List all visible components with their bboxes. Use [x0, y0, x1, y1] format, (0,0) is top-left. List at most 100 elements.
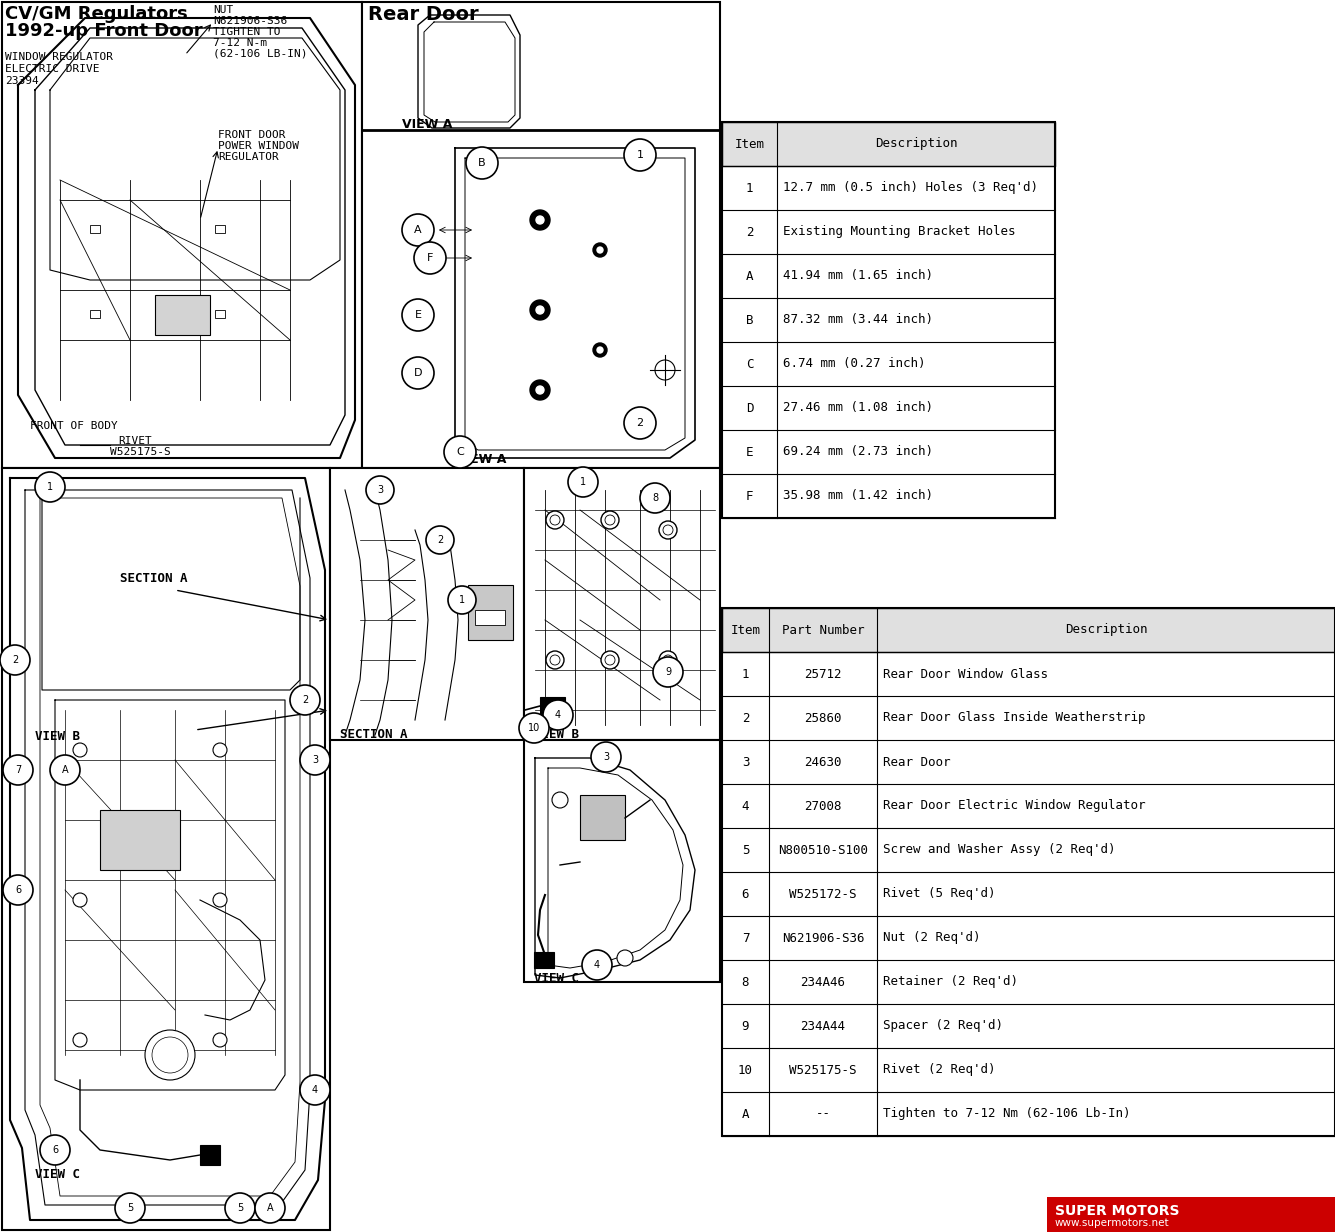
Bar: [722, 828, 1335, 872]
Text: F: F: [427, 253, 433, 262]
Text: W525175-S: W525175-S: [789, 1063, 857, 1077]
Text: 2: 2: [742, 712, 749, 724]
Text: 27008: 27008: [804, 800, 842, 812]
Text: A: A: [746, 270, 753, 282]
Text: VIEW A: VIEW A: [402, 118, 453, 131]
Bar: [722, 740, 1335, 784]
Text: SECTION A: SECTION A: [120, 572, 187, 585]
Circle shape: [530, 301, 550, 320]
Circle shape: [300, 745, 330, 775]
Text: 234A44: 234A44: [801, 1020, 845, 1032]
Circle shape: [35, 472, 65, 501]
Circle shape: [3, 875, 33, 906]
Bar: [722, 386, 1055, 430]
Text: 6: 6: [742, 887, 749, 901]
Circle shape: [550, 655, 559, 665]
Circle shape: [402, 299, 434, 331]
Text: Tighten to 7-12 Nm (62-106 Lb-In): Tighten to 7-12 Nm (62-106 Lb-In): [882, 1108, 1131, 1120]
Text: 1: 1: [459, 595, 465, 605]
Bar: [469, 585, 513, 639]
Text: 25860: 25860: [804, 712, 842, 724]
Bar: [722, 696, 1335, 740]
Text: Rear Door Window Glass: Rear Door Window Glass: [882, 668, 1048, 680]
Circle shape: [659, 650, 677, 669]
Circle shape: [653, 657, 684, 687]
Bar: [722, 122, 1055, 517]
Text: 2: 2: [12, 655, 19, 665]
Circle shape: [445, 436, 477, 468]
Circle shape: [593, 342, 607, 357]
Text: SECTION A: SECTION A: [340, 728, 407, 740]
Circle shape: [543, 700, 573, 731]
Text: A: A: [267, 1202, 274, 1214]
Circle shape: [40, 1135, 69, 1165]
Bar: [1, 468, 330, 1230]
Bar: [722, 872, 1335, 917]
Circle shape: [597, 246, 603, 253]
Text: NUT: NUT: [214, 5, 234, 15]
Text: 12.7 mm (0.5 inch) Holes (3 Req'd): 12.7 mm (0.5 inch) Holes (3 Req'd): [784, 181, 1039, 195]
Circle shape: [300, 1076, 330, 1105]
Bar: [89, 310, 100, 318]
Text: B: B: [746, 313, 753, 326]
Text: 3: 3: [603, 752, 609, 763]
Text: VIEW C: VIEW C: [534, 972, 579, 986]
Text: 24630: 24630: [804, 755, 842, 769]
Circle shape: [639, 483, 670, 513]
Bar: [330, 468, 525, 740]
Bar: [722, 209, 1055, 254]
Circle shape: [255, 1193, 284, 1223]
Text: 35.98 mm (1.42 inch): 35.98 mm (1.42 inch): [784, 489, 933, 503]
Circle shape: [535, 386, 543, 394]
Circle shape: [663, 655, 673, 665]
Bar: [362, 2, 720, 468]
Circle shape: [605, 655, 615, 665]
Circle shape: [591, 742, 621, 772]
Text: 6: 6: [15, 885, 21, 894]
Bar: [579, 795, 625, 840]
Text: SUPER MOTORS: SUPER MOTORS: [1055, 1204, 1180, 1218]
Text: 6: 6: [52, 1145, 57, 1156]
Circle shape: [0, 646, 29, 675]
Bar: [722, 1004, 1335, 1048]
Text: Retainer (2 Req'd): Retainer (2 Req'd): [882, 976, 1019, 988]
Text: 1: 1: [742, 668, 749, 680]
Text: 69.24 mm (2.73 inch): 69.24 mm (2.73 inch): [784, 446, 933, 458]
Bar: [722, 254, 1055, 298]
Bar: [1047, 1198, 1335, 1232]
Bar: [155, 294, 210, 335]
Text: FRONT DOOR: FRONT DOOR: [218, 131, 286, 140]
Text: 3: 3: [742, 755, 749, 769]
Bar: [722, 298, 1055, 342]
Bar: [722, 784, 1335, 828]
Text: POWER WINDOW: POWER WINDOW: [218, 140, 299, 152]
Circle shape: [214, 893, 227, 907]
Bar: [200, 1145, 220, 1165]
Circle shape: [519, 713, 549, 743]
Text: Description: Description: [1065, 623, 1147, 637]
Bar: [215, 225, 226, 233]
Text: 4: 4: [555, 710, 561, 719]
Circle shape: [546, 511, 563, 529]
Text: 8: 8: [742, 976, 749, 988]
Text: 10: 10: [738, 1063, 753, 1077]
Text: Spacer (2 Req'd): Spacer (2 Req'd): [882, 1020, 1003, 1032]
Text: 1: 1: [637, 150, 643, 160]
Circle shape: [115, 1193, 146, 1223]
Text: 41.94 mm (1.65 inch): 41.94 mm (1.65 inch): [784, 270, 933, 282]
Text: A: A: [414, 225, 422, 235]
Text: REGULATOR: REGULATOR: [218, 152, 279, 161]
Bar: [215, 310, 226, 318]
Circle shape: [3, 755, 33, 785]
Text: 3: 3: [312, 755, 318, 765]
Bar: [722, 342, 1055, 386]
Text: 4: 4: [312, 1085, 318, 1095]
Text: Rear Door: Rear Door: [882, 755, 951, 769]
Text: 7: 7: [15, 765, 21, 775]
Text: RIVET: RIVET: [117, 436, 152, 446]
Text: 1: 1: [746, 181, 753, 195]
Circle shape: [550, 515, 559, 525]
Text: 2: 2: [302, 695, 308, 705]
Text: Nut (2 Req'd): Nut (2 Req'd): [882, 931, 980, 945]
Text: A: A: [742, 1108, 749, 1120]
